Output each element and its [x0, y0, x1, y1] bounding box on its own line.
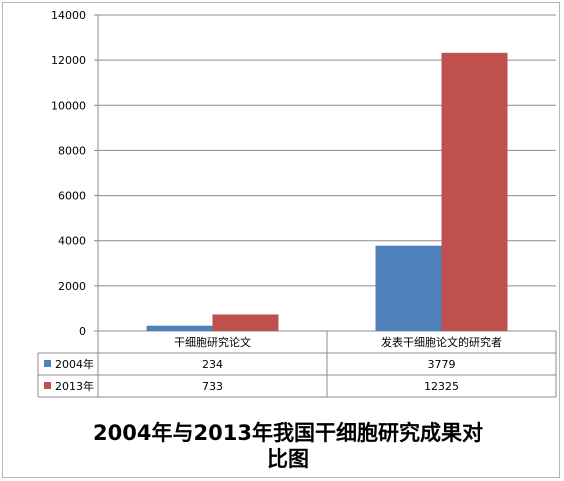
chart-title-line-2: 比图	[267, 447, 309, 471]
data-table: 干细胞研究论文 发表干细胞论文的研究者 2004年 234 3779 2013年 733 12…	[37, 331, 557, 398]
y-axis: 0 2000 4000 6000 8000 10000 12000 14000	[51, 9, 99, 338]
bar-1-2	[375, 245, 442, 331]
data-value-label: 733	[202, 380, 223, 393]
y-tick-label: 6000	[58, 190, 86, 203]
legend-label: 2004年	[55, 357, 94, 371]
category-label: 发表干细胞论文的研究者	[381, 335, 502, 349]
chart-title-line-1: 2004年与2013年我国干细胞研究成果对	[93, 421, 483, 445]
data-value-label: 234	[202, 358, 223, 371]
bars	[146, 52, 508, 332]
y-tick-label: 4000	[58, 235, 86, 248]
y-tick-label: 0	[79, 325, 86, 338]
legend-swatch	[44, 382, 51, 389]
y-tick-label: 2000	[58, 280, 86, 293]
data-value-label: 12325	[424, 380, 459, 393]
y-tick-label: 10000	[51, 99, 86, 112]
y-tick-label: 12000	[51, 54, 86, 67]
category-label: 干细胞研究论文	[174, 335, 251, 349]
y-tick-label: 8000	[58, 144, 86, 157]
data-value-label: 3779	[428, 358, 456, 371]
bar-2-1	[212, 314, 279, 331]
y-tick-label: 14000	[51, 9, 86, 22]
legend-label: 2013年	[55, 379, 94, 393]
bar-2-2	[441, 52, 508, 332]
bar-1-1	[146, 325, 213, 331]
legend-swatch	[44, 360, 51, 367]
